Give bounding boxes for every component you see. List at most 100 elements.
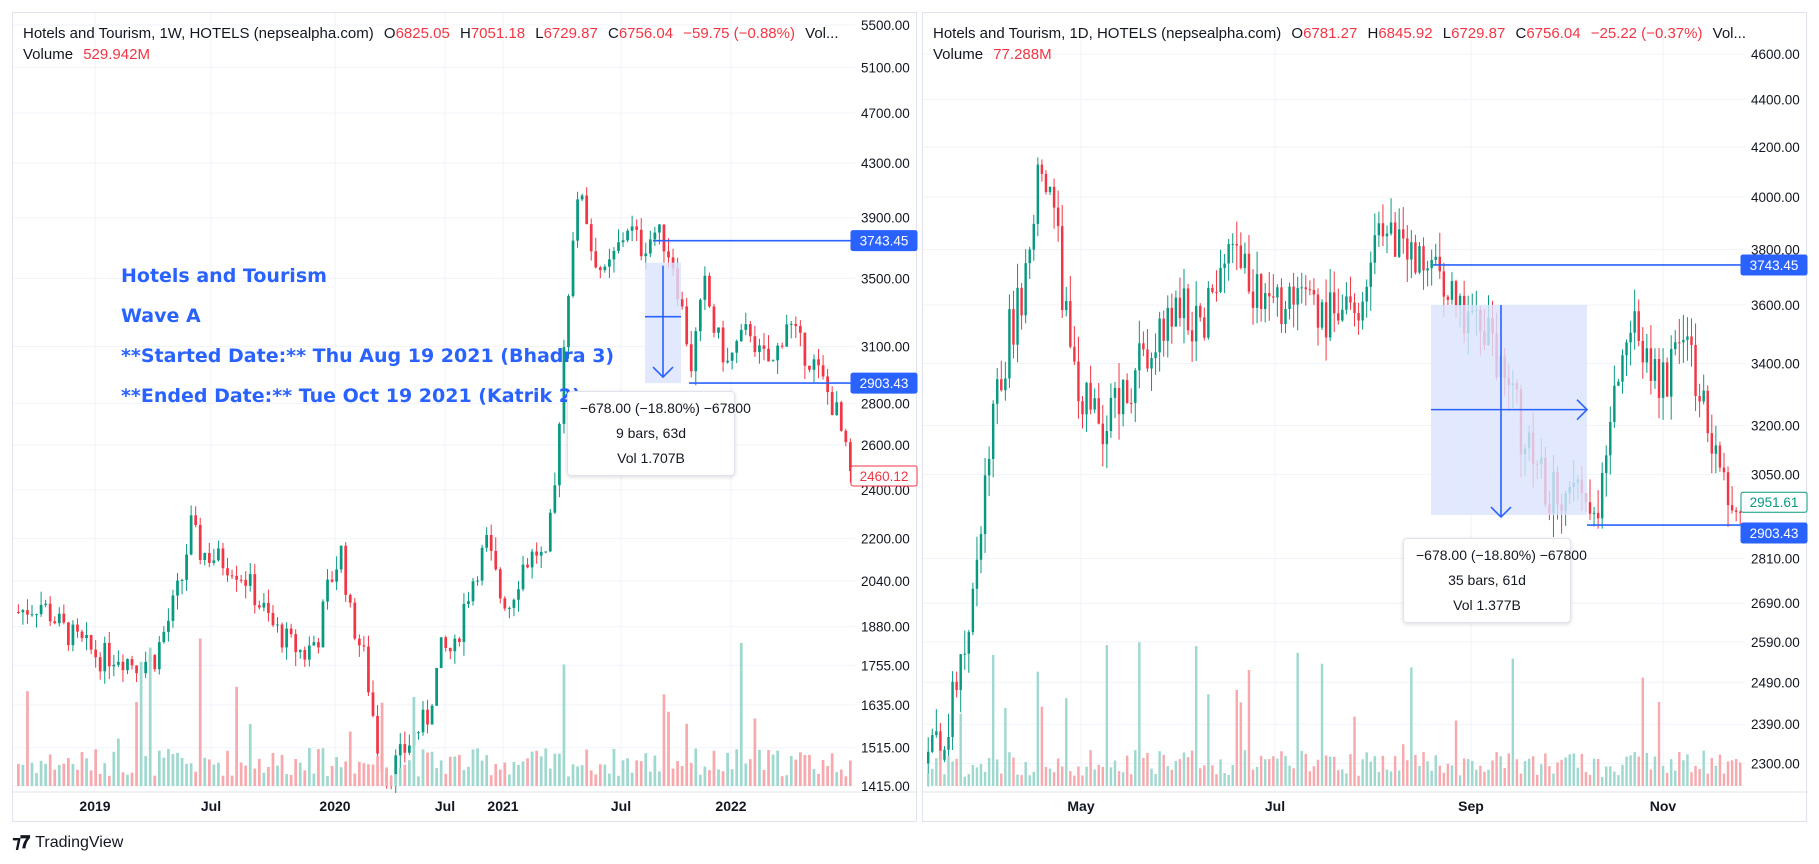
volume-bar xyxy=(1089,750,1092,786)
candle-body xyxy=(1199,305,1202,318)
volume-bar xyxy=(1073,775,1076,786)
volume-bar xyxy=(1255,766,1259,786)
volume-bar xyxy=(963,776,966,786)
volume-bar xyxy=(662,694,666,786)
annotation-start[interactable]: **Started Date:** Thu Aug 19 2021 (Bhadr… xyxy=(121,345,615,367)
weekly-candlestick-chart[interactable]: 5500.00 5100.00 4700.00 4300.00 3900.00 3500.… xyxy=(13,13,918,823)
candle-body xyxy=(1231,243,1234,245)
candle-body xyxy=(667,251,670,258)
volume-bar xyxy=(585,749,589,786)
candle-body xyxy=(89,635,93,650)
candle-body xyxy=(1324,302,1328,338)
candle-body xyxy=(130,659,134,666)
candle-body xyxy=(1069,301,1072,347)
volume-bar xyxy=(1702,750,1705,786)
candle-body xyxy=(1012,309,1015,345)
candle-body xyxy=(444,637,448,648)
volume-bar xyxy=(1544,753,1547,786)
candle-body xyxy=(1710,433,1714,454)
volume-bar xyxy=(635,760,639,786)
candle-body xyxy=(421,709,425,733)
candle-body xyxy=(1410,242,1413,260)
volume-bar xyxy=(1422,752,1425,786)
x-tick-label: 2022 xyxy=(715,798,746,814)
candle-body xyxy=(1268,293,1271,297)
volume-bar xyxy=(1665,772,1669,786)
volume-bar xyxy=(1223,773,1226,786)
volume-bar xyxy=(1657,702,1661,786)
volume-bar xyxy=(1288,765,1291,786)
daily-candlestick-chart[interactable]: 4600.00 4400.00 4200.00 4000.00 3800.00 3600.… xyxy=(923,13,1808,823)
volume-value: 77.288M xyxy=(993,46,1052,63)
volume-bar xyxy=(812,769,816,786)
volume-bar xyxy=(959,713,962,786)
candle-body xyxy=(580,195,584,200)
volume-bar xyxy=(789,755,793,786)
volume-bar xyxy=(1320,663,1324,786)
candle-body xyxy=(1312,289,1316,295)
volume-bar xyxy=(1454,720,1458,786)
volume-bar xyxy=(1199,768,1202,786)
candle-body xyxy=(748,324,752,337)
volume-bar xyxy=(376,755,379,786)
candle-body xyxy=(1341,309,1344,321)
annotation-end[interactable]: **Ended Date:** Tue Oct 19 2021 (Katrik … xyxy=(121,385,581,407)
volume-bar xyxy=(594,774,598,786)
candle-body xyxy=(376,715,379,754)
volume-bar xyxy=(1552,773,1555,786)
volume-bar xyxy=(458,754,461,786)
candle-body xyxy=(1369,262,1372,287)
volume-bar xyxy=(1170,769,1174,786)
candle-body xyxy=(1105,431,1109,445)
brand-name[interactable]: TradingView xyxy=(35,833,124,851)
price-tag-box xyxy=(850,465,918,487)
volume-bar xyxy=(1694,765,1697,786)
annotation-wave[interactable]: Wave A xyxy=(121,305,201,327)
volume-bar xyxy=(235,686,238,786)
candle-body xyxy=(571,240,575,297)
high-label: H xyxy=(459,25,471,42)
chart-panel-daily[interactable]: 4600.00 4400.00 4200.00 4000.00 3800.00 3600.… xyxy=(922,12,1808,823)
candle-body xyxy=(348,594,352,603)
candle-body xyxy=(758,345,761,353)
volume-bar xyxy=(1272,756,1275,786)
candle-body xyxy=(1361,301,1364,321)
volume-bar xyxy=(735,749,739,786)
volume-bar xyxy=(1373,756,1377,786)
volume-bar xyxy=(1158,751,1161,786)
candle-body xyxy=(312,642,316,646)
y-tick-label: 1515.00 xyxy=(861,741,910,756)
volume-bar xyxy=(180,757,184,786)
volume-bar xyxy=(62,763,66,786)
volume-bar xyxy=(1450,765,1454,786)
volume-bar xyxy=(803,754,807,786)
y-tick-label: 2800.00 xyxy=(861,396,910,411)
candle-body xyxy=(1304,287,1308,290)
volume-bar xyxy=(1580,753,1584,786)
candle-body xyxy=(712,306,716,333)
candle-body xyxy=(226,568,229,576)
volume-bar xyxy=(348,731,352,786)
candle-body xyxy=(1438,256,1441,272)
volume-bar xyxy=(1190,750,1194,786)
volume-bar xyxy=(1097,764,1100,786)
chart-panel-weekly[interactable]: 5500.00 5100.00 4700.00 4300.00 3900.00 3500.… xyxy=(12,12,918,823)
annotation-title[interactable]: Hotels and Tourism xyxy=(121,265,327,287)
volume-bar xyxy=(780,776,784,786)
volume-bar xyxy=(276,765,279,786)
candle-body xyxy=(621,240,625,243)
volume-bar xyxy=(448,756,452,786)
candle-body xyxy=(567,296,570,348)
volume-bar xyxy=(1475,769,1478,786)
volume-bar xyxy=(1471,760,1474,786)
candle-body xyxy=(176,580,179,596)
candle-body xyxy=(689,344,693,372)
volume-bar xyxy=(1142,758,1145,786)
candle-body xyxy=(267,602,270,614)
candle-body xyxy=(1389,222,1393,234)
candle-body xyxy=(298,649,302,653)
volume-bar xyxy=(1458,775,1462,786)
volume-bar xyxy=(1130,774,1133,786)
candle-body xyxy=(367,646,370,693)
y-tick-label: 3200.00 xyxy=(1751,419,1800,434)
